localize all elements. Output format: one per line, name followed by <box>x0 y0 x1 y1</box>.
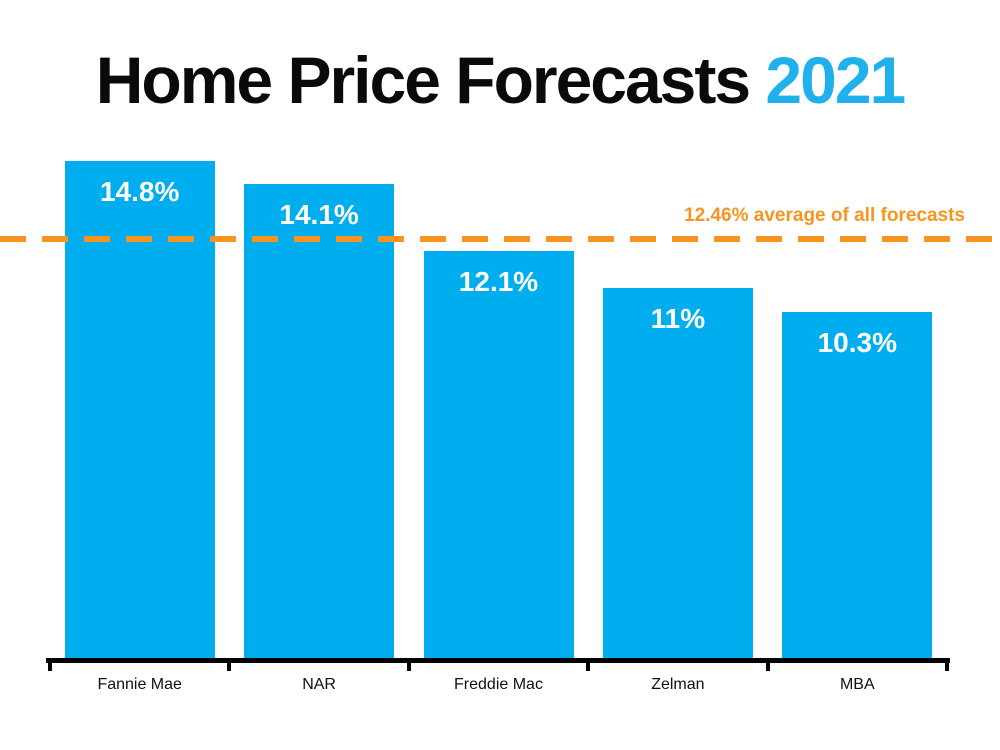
x-axis-tick <box>586 658 591 671</box>
x-axis-tick <box>406 658 411 671</box>
x-axis-tick <box>227 658 232 671</box>
bar-value-label: 14.1% <box>279 199 359 231</box>
category-label: MBA <box>839 676 875 693</box>
category-label: Zelman <box>651 676 705 693</box>
bar-value-label: 10.3% <box>817 326 897 358</box>
bar-freddie-mac: 12.1% <box>423 251 574 658</box>
average-line-label: 12.46% average of all forecasts <box>684 205 965 227</box>
chart-title-main: Home Price Forecasts <box>95 43 766 117</box>
x-axis-tick <box>48 658 52 671</box>
x-axis-tick <box>765 658 770 671</box>
bar-nar: 14.1% <box>244 184 395 658</box>
category-label: NAR <box>302 676 336 693</box>
x-axis-line <box>46 658 950 663</box>
bar-mba: 10.3% <box>782 311 933 658</box>
bar-fannie-mae: 14.8% <box>64 160 215 658</box>
average-line <box>0 236 1000 243</box>
bar-value-label: 11% <box>650 303 706 335</box>
chart-title: Home Price Forecasts 2021 <box>0 42 1000 118</box>
category-label: Fannie Mae <box>97 676 182 693</box>
bar-zelman: 11% <box>602 288 753 658</box>
bar-value-label: 12.1% <box>458 266 539 298</box>
bar-value-label: 14.8% <box>99 175 180 207</box>
x-axis-tick <box>945 658 949 671</box>
category-label: Freddie Mac <box>454 676 543 693</box>
chart-title-year: 2021 <box>765 43 906 117</box>
